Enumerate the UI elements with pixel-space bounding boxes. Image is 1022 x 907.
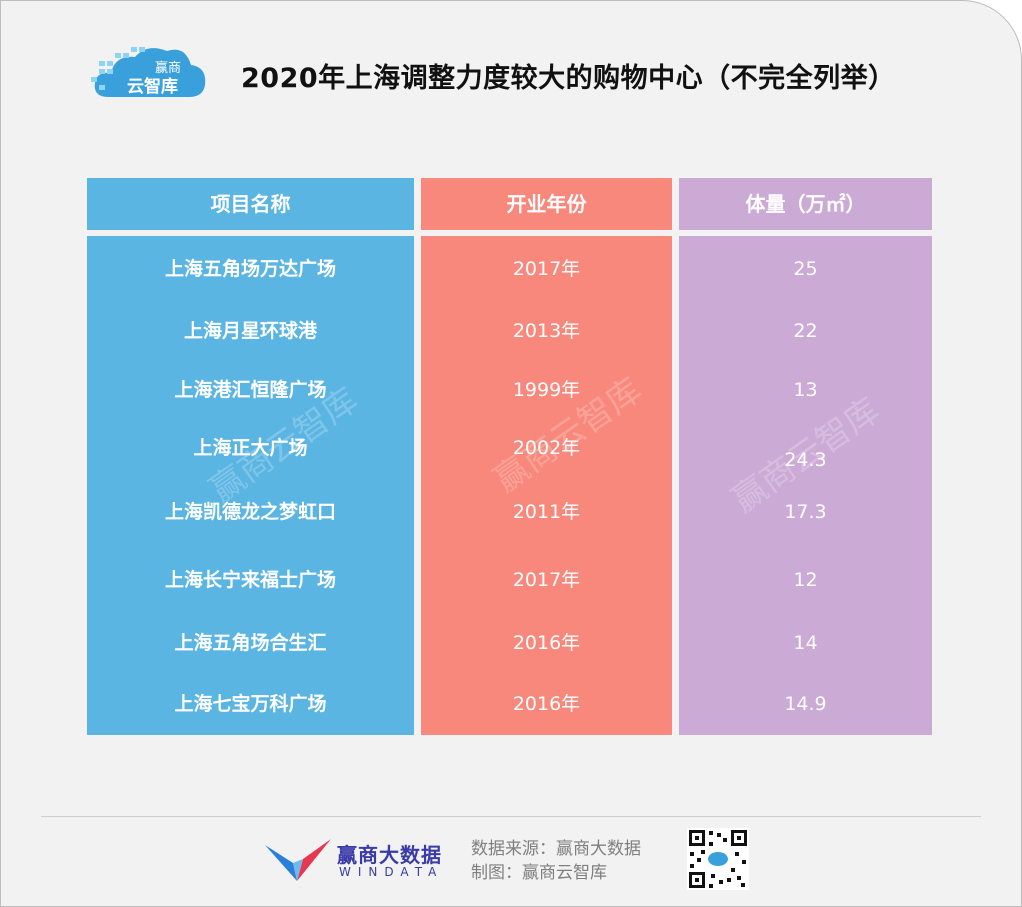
row-1-size: 25 [793, 258, 818, 280]
row-7-year: 2016年 [512, 632, 581, 654]
row-5-size: 17.3 [784, 501, 827, 523]
row-3-size: 13 [793, 379, 818, 401]
row-5-name: 上海凯德龙之梦虹口 [164, 501, 336, 523]
row-1-name: 上海五角场万达广场 [164, 258, 336, 280]
row-2-year: 2013年 [512, 320, 581, 342]
size-column: 体量（万㎡） 25 22 13 24.3 17.3 12 14 14.9 赢商云… [679, 178, 932, 735]
name-column: 项目名称 上海五角场万达广场 上海月星环球港 上海港汇恒隆广场 上海正大广场 上… [87, 178, 414, 735]
header-size: 体量（万㎡） [679, 178, 932, 236]
row-4-year: 2002年 [512, 437, 581, 459]
qr-code-icon [687, 828, 749, 890]
made-by: 制图：赢商云智库 [471, 863, 607, 883]
footer-divider [41, 816, 981, 817]
row-4-name: 上海正大广场 [193, 437, 308, 459]
row-8-name: 上海七宝万科广场 [174, 693, 327, 715]
row-8-size: 14.9 [784, 693, 827, 715]
logo-line2: 云智库 [127, 76, 178, 97]
brand-name: 赢商大数据 [337, 843, 442, 867]
row-8-year: 2016年 [512, 693, 581, 715]
header-year: 开业年份 [421, 178, 672, 236]
row-7-size: 14 [793, 632, 818, 654]
row-2-size: 22 [793, 320, 818, 342]
row-3-year: 1999年 [512, 379, 581, 401]
row-6-year: 2017年 [512, 569, 581, 591]
page-title: 2020年上海调整力度较大的购物中心（不完全列举） [241, 63, 896, 94]
logo-line1: 赢商 [155, 60, 181, 76]
year-column: 开业年份 2017年 2013年 1999年 2002年 2011年 2017年… [421, 178, 672, 735]
header-name: 项目名称 [87, 178, 414, 236]
row-5-year: 2011年 [512, 501, 581, 523]
row-4-size: 24.3 [784, 449, 827, 471]
windata-logo-icon [265, 839, 331, 881]
row-7-name: 上海五角场合生汇 [174, 632, 327, 654]
source-note: 数据来源：赢商大数据 制图：赢商云智库 [471, 837, 641, 885]
row-6-name: 上海长宁来福士广场 [164, 569, 336, 591]
row-1-year: 2017年 [512, 258, 581, 280]
row-3-name: 上海港汇恒隆广场 [174, 379, 327, 401]
brand-name-en: WINDATA [339, 865, 444, 879]
row-6-size: 12 [793, 569, 818, 591]
data-source: 数据来源：赢商大数据 [471, 839, 641, 859]
row-2-name: 上海月星环球港 [183, 320, 317, 342]
yingshang-cloud-logo: 赢商 云智库 [91, 47, 206, 97]
